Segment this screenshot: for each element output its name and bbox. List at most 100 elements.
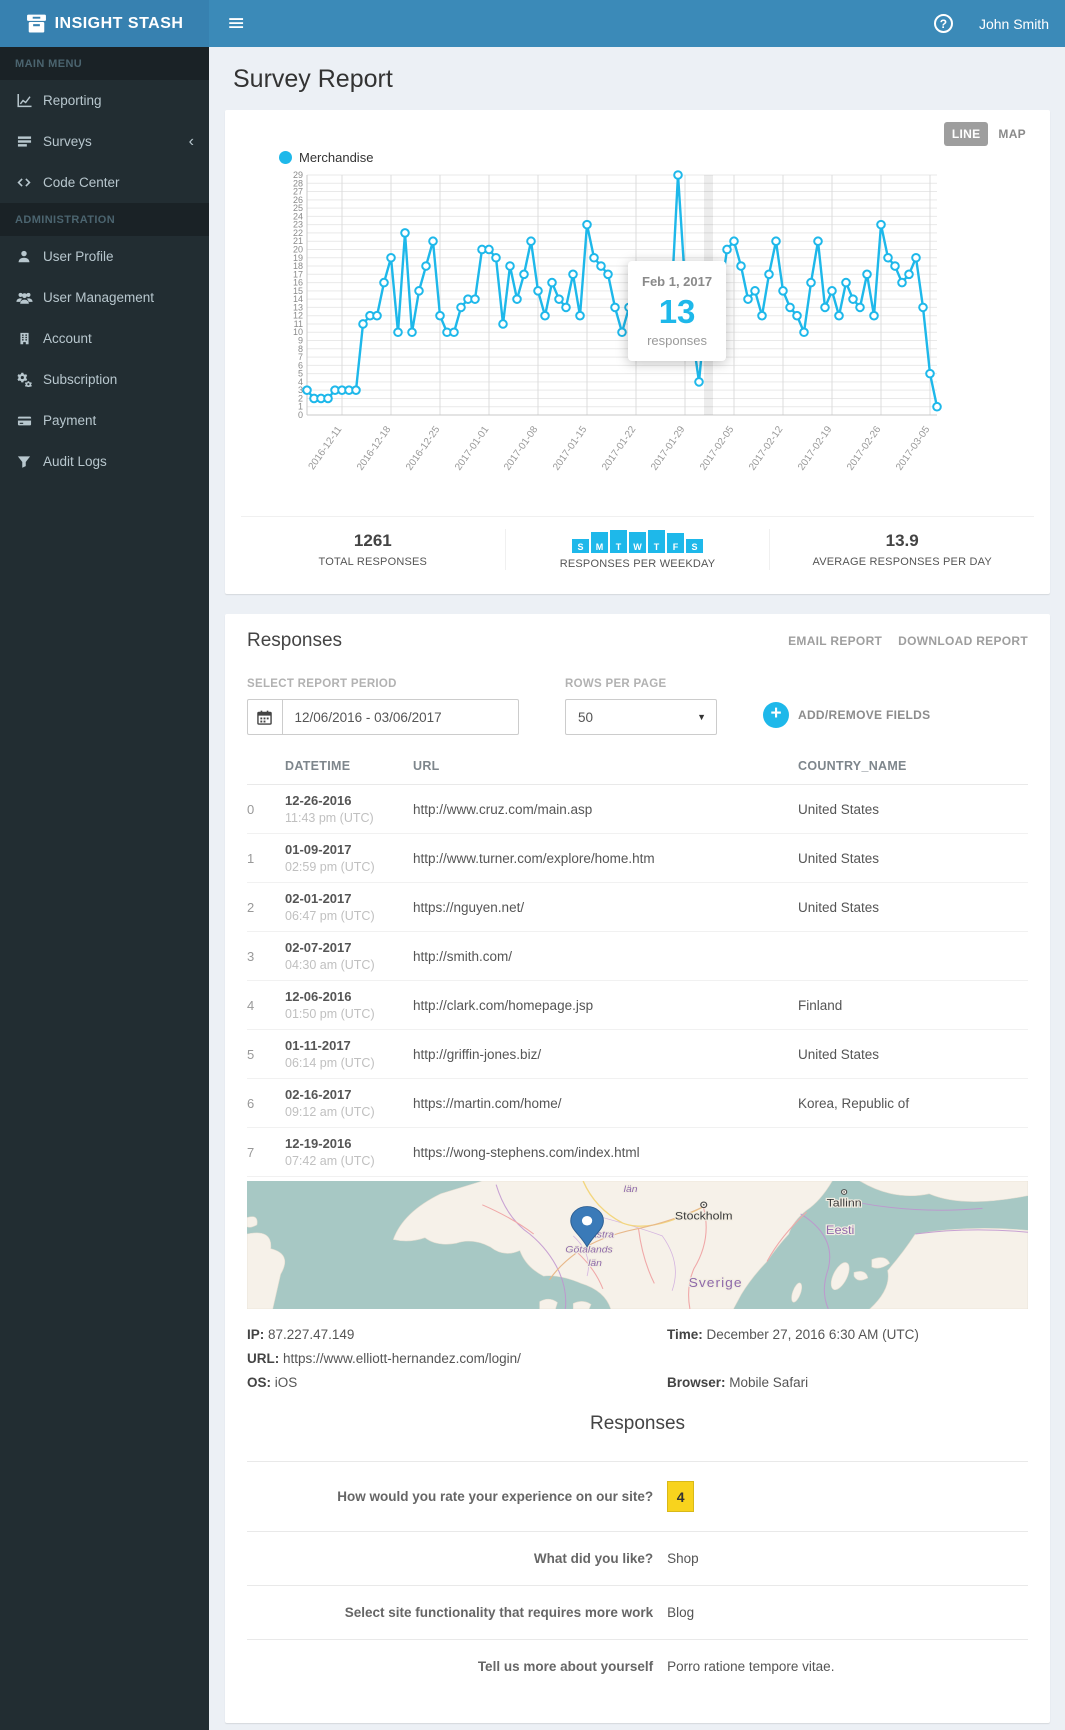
- svg-text:2016-12-25: 2016-12-25: [404, 424, 443, 473]
- line-toggle-button[interactable]: LINE: [943, 122, 989, 146]
- rows-per-page-select[interactable]: 50 ▼: [565, 699, 717, 735]
- table-row[interactable]: 5 01-11-2017 06:14 pm (UTC) http://griffin-…: [247, 1029, 1028, 1079]
- svg-text:13: 13: [293, 302, 303, 312]
- map-roads: [482, 1181, 807, 1309]
- row-datetime: 01-09-2017 02:59 pm (UTC): [285, 833, 413, 883]
- qa-answer: Shop: [667, 1551, 699, 1566]
- stat-total-responses: 1261 TOTAL RESPONSES: [241, 529, 505, 570]
- detail-spacer: [667, 1349, 1028, 1369]
- svg-text:4: 4: [298, 377, 303, 387]
- svg-text:2017-03-05: 2017-03-05: [894, 424, 933, 473]
- email-report-link[interactable]: EMAIL REPORT: [788, 634, 883, 648]
- svg-text:5: 5: [298, 369, 303, 379]
- sidebar-item-account[interactable]: Account: [0, 318, 209, 359]
- sidebar-item-label: Reporting: [43, 93, 102, 108]
- rows-per-page-group: ROWS PER PAGE 50 ▼: [565, 678, 717, 735]
- brand-logo[interactable]: INSIGHT STASH: [0, 0, 209, 47]
- row-url: https://wong-stephens.com/index.html: [413, 1127, 798, 1177]
- map-land: [247, 1181, 1028, 1309]
- response-location-map[interactable]: län Stockholm Tallinn Eesti ästra Götala…: [247, 1181, 1028, 1309]
- row-index: 5: [247, 1029, 285, 1079]
- responses-card: Responses EMAIL REPORT DOWNLOAD REPORT S…: [225, 614, 1050, 1723]
- table-row[interactable]: 3 02-07-2017 04:30 am (UTC) http://smith.co…: [247, 931, 1028, 981]
- row-index: 6: [247, 1078, 285, 1128]
- weekday-caption: RESPONSES PER WEEKDAY: [559, 558, 716, 570]
- table-row[interactable]: 7 12-19-2016 07:42 am (UTC) https://wong-st…: [247, 1127, 1028, 1177]
- svg-text:2016-12-18: 2016-12-18: [355, 424, 394, 473]
- svg-text:16: 16: [293, 278, 303, 288]
- average-value: 13.9: [885, 531, 919, 550]
- table-row[interactable]: 2 02-01-2017 06:47 pm (UTC) https://nguyen.…: [247, 882, 1028, 932]
- top-navbar: ≡ ? John Smith: [209, 0, 1065, 47]
- row-country: United States: [798, 784, 1028, 834]
- sidebar-item-reporting[interactable]: Reporting: [0, 80, 209, 121]
- map-label-lan-top: län: [624, 1184, 638, 1195]
- row-country: Korea, Republic of: [798, 1078, 1028, 1128]
- svg-text:7: 7: [298, 352, 303, 362]
- weekday-bar: T: [610, 530, 627, 553]
- sidebar-item-label: Payment: [43, 413, 97, 428]
- line-chart[interactable]: 0 1 2 3 4 5 6 7 8 9 10 11 12 13 14 15 16 17 18 19 20 21 22 23 24…: [273, 167, 1034, 488]
- sidebar-item-subscription[interactable]: Subscription: [0, 359, 209, 400]
- table-row[interactable]: 4 12-06-2016 01:50 pm (UTC) http://clark.co…: [247, 980, 1028, 1030]
- sidebar-item-user-profile[interactable]: User Profile: [0, 236, 209, 277]
- sidebar-item-payment[interactable]: Payment: [0, 400, 209, 441]
- table-row[interactable]: 6 02-16-2017 09:12 am (UTC) https://martin.…: [247, 1078, 1028, 1128]
- row-datetime: 02-16-2017 09:12 am (UTC): [285, 1078, 413, 1128]
- row-url: http://clark.com/homepage.jsp: [413, 980, 798, 1030]
- report-period-value[interactable]: [282, 709, 518, 725]
- column-header-index: [247, 747, 285, 785]
- add-remove-fields-button[interactable]: + ADD/REMOVE FIELDS: [763, 702, 930, 728]
- row-datetime: 02-01-2017 06:47 pm (UTC): [285, 882, 413, 932]
- detail-url: URL: https://www.elliott-hernandez.com/l…: [247, 1351, 521, 1366]
- svg-text:26: 26: [293, 195, 303, 205]
- svg-text:10: 10: [293, 327, 303, 337]
- row-index: 4: [247, 980, 285, 1030]
- map-borders: [495, 1184, 1028, 1309]
- svg-text:24: 24: [293, 211, 303, 221]
- sidebar-item-surveys[interactable]: Surveys ‹: [0, 121, 209, 162]
- row-url: https://nguyen.net/: [413, 882, 798, 932]
- chart-view-toggle: LINE MAP: [241, 122, 1034, 146]
- user-menu[interactable]: John Smith: [978, 15, 1049, 32]
- svg-text:2017-01-08: 2017-01-08: [502, 424, 541, 473]
- report-period-input[interactable]: [247, 699, 519, 735]
- svg-text:6: 6: [298, 360, 303, 370]
- sidebar-item-user-management[interactable]: User Management: [0, 277, 209, 318]
- chart-legend: Merchandise: [279, 150, 1034, 165]
- svg-text:18: 18: [293, 261, 303, 271]
- help-icon[interactable]: ?: [933, 14, 953, 33]
- map-label-tallinn: Tallinn: [827, 1196, 862, 1209]
- table-row[interactable]: 0 12-26-2016 11:43 pm (UTC) http://www.cruz…: [247, 784, 1028, 834]
- detail-browser: Browser: Mobile Safari: [667, 1375, 809, 1390]
- sidebar-item-code-center[interactable]: Code Center: [0, 162, 209, 203]
- stat-average: 13.9 AVERAGE RESPONSES PER DAY: [769, 529, 1034, 570]
- column-header-url: URL: [413, 747, 798, 785]
- map-pin-icon: [570, 1206, 604, 1248]
- row-url: http://www.cruz.com/main.asp: [413, 784, 798, 834]
- chart-svg: 0123456789101112131415161718192021222324…: [293, 170, 942, 473]
- svg-text:8: 8: [298, 344, 303, 354]
- hamburger-menu-icon[interactable]: ≡: [227, 11, 246, 36]
- table-row[interactable]: 1 01-09-2017 02:59 pm (UTC) http://www.turn…: [247, 833, 1028, 883]
- sidebar-item-label: Account: [43, 331, 92, 346]
- qa-answer: Porro ratione tempore vitae.: [667, 1659, 835, 1674]
- detail-time: Time: December 27, 2016 6:30 AM (UTC): [667, 1327, 919, 1342]
- svg-text:2016-12-11: 2016-12-11: [307, 424, 345, 472]
- download-report-link[interactable]: DOWNLOAD REPORT: [898, 634, 1028, 648]
- svg-text:29: 29: [293, 170, 303, 180]
- answers-title: Responses: [589, 1413, 686, 1434]
- map-svg: län Stockholm Tallinn Eesti ästra Götala…: [247, 1181, 1028, 1309]
- qa-list: How would you rate your experience on ou…: [247, 1461, 1028, 1693]
- caret-down-icon: ▼: [697, 712, 706, 722]
- row-datetime: 12-19-2016 07:42 am (UTC): [285, 1127, 413, 1177]
- svg-text:27: 27: [293, 187, 303, 197]
- svg-text:20: 20: [293, 244, 303, 254]
- sidebar-item-audit-logs[interactable]: Audit Logs: [0, 441, 209, 482]
- menu-section-header: ADMINISTRATION: [0, 203, 209, 236]
- map-toggle-button[interactable]: MAP: [990, 122, 1034, 146]
